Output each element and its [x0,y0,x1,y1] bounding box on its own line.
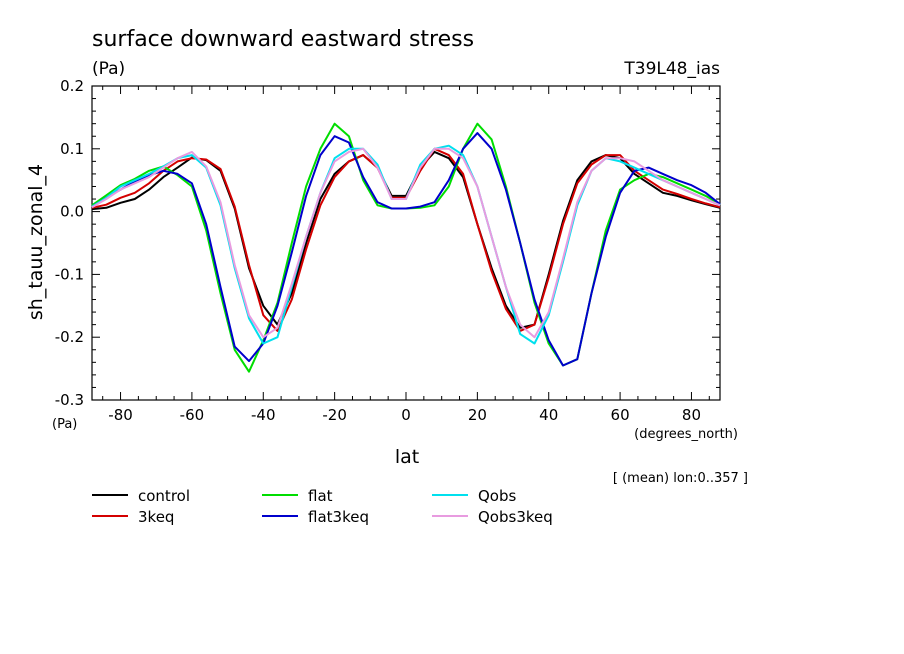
chart-title: surface downward eastward stress [92,27,474,52]
legend-label: flat [308,487,333,505]
x-axis-units: (degrees_north) [634,427,738,442]
legend-label: 3keq [138,508,174,526]
legend-label: Qobs3keq [478,508,553,526]
series-line-flat3keq [91,132,721,367]
x-tick-label: -20 [322,406,347,424]
x-tick-label: -40 [251,406,276,424]
legend-label: control [138,487,190,505]
y-tick-label: 0.0 [60,203,84,221]
x-tick-label: -80 [108,406,133,424]
legend: control 3keq flat flat3keq Qobs Qobs3keq [92,487,553,526]
plot-area: -80 -60 -40 -20 0 20 40 60 80 -0.3 -0.2 -0.1 0.0 0.1 0… [55,77,721,424]
x-tick-label: 80 [682,406,701,424]
y-tick-label: 0.1 [60,140,84,158]
y-axis-units: (Pa) [52,417,77,432]
x-tick-label: 0 [401,406,411,424]
x-tick-label: 40 [539,406,558,424]
x-axis-label: lat [395,446,419,468]
legend-label: Qobs [478,487,517,505]
series-line-3keq [91,147,721,332]
y-tick-label: -0.2 [55,328,84,346]
series-line-qobs3keq [91,147,721,339]
y-tick-label: -0.3 [55,391,84,409]
run-label: T39L48_ias [623,59,720,79]
y-axis-label: sh_tauu_zonal_4 [25,164,47,320]
plot-frame [91,85,721,401]
x-tick-label: -60 [180,406,205,424]
y-tick-label: -0.1 [55,265,84,283]
y-units-label: (Pa) [92,59,125,79]
mean-note: [ (mean) lon:0..357 ] [613,471,748,486]
legend-label: flat3keq [308,508,369,526]
series-line-control [91,150,721,329]
series-line-qobs [91,144,721,345]
x-tick-label: 20 [468,406,487,424]
x-tick-label: 60 [611,406,630,424]
y-tick-label: 0.2 [60,77,84,95]
